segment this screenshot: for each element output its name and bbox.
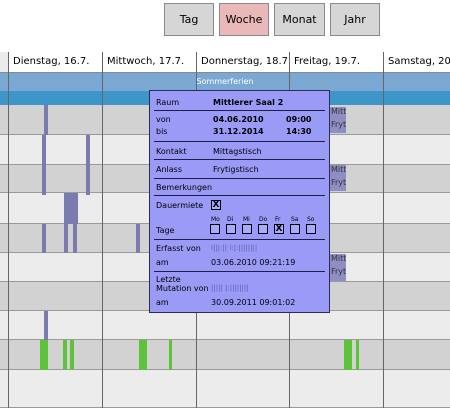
booking-block[interactable] [86, 135, 90, 195]
last-mutation-label: Letzte [156, 275, 181, 284]
booking-detail-popup: Raum Mittlerer Saal 2 von 04.06.2010 09:… [149, 90, 330, 313]
divider [154, 271, 325, 272]
day-checkbox-sa[interactable] [290, 224, 300, 234]
booking-label[interactable]: Mitt [330, 254, 346, 267]
day-checkbox-mo[interactable] [210, 224, 220, 234]
booking-label[interactable]: Mitt [330, 107, 346, 120]
view-day-button[interactable]: Tag [164, 3, 214, 36]
room-row [0, 311, 450, 340]
booking-label[interactable]: Fryti [330, 178, 346, 191]
day-checkbox-do[interactable] [258, 224, 268, 234]
booking-block[interactable] [169, 340, 172, 370]
mutation-by-user: ||||| |:|||||||| [211, 284, 249, 292]
divider [154, 239, 325, 240]
divider [154, 178, 325, 179]
day-checkbox-fr[interactable]: X [274, 224, 284, 234]
day-header-wednesday: Mittwoch, 17.7. [103, 52, 196, 72]
room-row [0, 370, 450, 408]
day-abbr-so: So [307, 216, 315, 223]
created-by-user: i|||:|| i:|:|||||||| [211, 244, 258, 252]
created-at-value: 03.06.2010 09:21:19 [211, 258, 296, 267]
booking-block[interactable] [63, 340, 67, 370]
day-abbr-di: Di [227, 216, 234, 223]
contact-value: Mittagstisch [213, 147, 262, 156]
holiday-label: Sommerferien [196, 77, 254, 86]
to-label: bis [156, 127, 168, 136]
day-divider [8, 52, 9, 408]
booking-block[interactable] [44, 105, 48, 135]
from-time: 09:00 [286, 115, 312, 124]
view-year-button[interactable]: Jahr [330, 3, 380, 36]
room-label: Raum [156, 98, 180, 107]
day-divider [383, 52, 384, 408]
day-header-saturday: Samstag, 20.7. [384, 52, 450, 72]
booking-block[interactable] [136, 224, 140, 253]
holiday-band[interactable] [0, 73, 450, 91]
header-divider [0, 72, 450, 73]
booking-block[interactable] [44, 311, 48, 340]
day-header-friday: Freitag, 19.7. [290, 52, 383, 72]
occasion-label: Anlass [156, 165, 183, 174]
view-month-button[interactable]: Monat [274, 3, 325, 36]
permanent-rental-checkbox[interactable]: X [211, 200, 221, 210]
day-abbr-fr: Fr [275, 216, 281, 223]
day-checkbox-mi[interactable] [242, 224, 252, 234]
day-abbr-sa: Sa [291, 216, 299, 223]
booking-block[interactable] [42, 135, 46, 195]
divider [154, 159, 325, 160]
booking-block[interactable] [139, 340, 147, 370]
booking-label[interactable]: Fryt [330, 267, 346, 281]
day-abbr-mo: Mo [211, 216, 220, 223]
contact-label: Kontakt [156, 147, 187, 156]
room-value: Mittlerer Saal 2 [213, 98, 284, 107]
booking-block[interactable] [344, 340, 352, 370]
mutation-at-label: am [156, 298, 169, 307]
booking-block[interactable] [64, 193, 78, 224]
mutation-by-label: Mutation von [156, 284, 209, 293]
to-date: 31.12.2014 [213, 127, 264, 136]
day-abbr-mi: Mi [243, 216, 250, 223]
day-abbr-do: Do [259, 216, 268, 223]
room-row [0, 340, 450, 370]
booking-block[interactable] [356, 340, 359, 370]
permanent-rental-label: Dauermiete [156, 201, 204, 210]
created-at-label: am [156, 258, 169, 267]
from-date: 04.06.2010 [213, 115, 264, 124]
booking-block[interactable] [40, 340, 48, 370]
day-checkbox-di[interactable] [226, 224, 236, 234]
booking-block[interactable] [73, 224, 77, 253]
divider [154, 141, 325, 142]
mutation-at-value: 30.09.2011 09:01:02 [211, 298, 296, 307]
created-by-label: Erfasst von [156, 244, 201, 253]
booking-label[interactable]: Fryti [330, 120, 346, 133]
to-time: 14:30 [286, 127, 312, 136]
day-header-thursday: Donnerstag, 18.7. [197, 52, 289, 72]
booking-block[interactable] [64, 224, 68, 253]
days-label: Tage [156, 226, 175, 235]
view-week-button[interactable]: Woche [219, 3, 269, 36]
occasion-value: Frytigstisch [213, 165, 259, 174]
divider [154, 110, 325, 111]
booking-block[interactable] [70, 340, 74, 370]
day-header-tuesday: Dienstag, 16.7. [9, 52, 102, 72]
booking-block[interactable] [42, 224, 46, 253]
day-checkbox-so[interactable] [306, 224, 316, 234]
divider [154, 195, 325, 196]
remarks-label: Bemerkungen [156, 183, 213, 192]
day-divider [102, 52, 103, 408]
from-label: von [156, 115, 171, 124]
booking-label[interactable]: Mitt [330, 165, 346, 178]
